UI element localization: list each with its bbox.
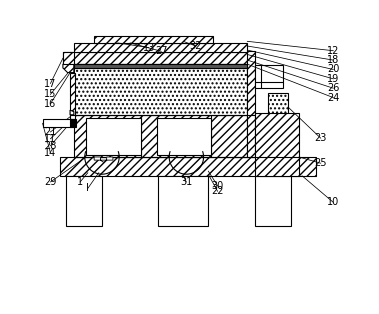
- Bar: [60, 157, 316, 176]
- Text: 22: 22: [211, 187, 224, 196]
- Text: 17: 17: [44, 78, 56, 89]
- Bar: [63, 52, 249, 64]
- Polygon shape: [70, 110, 74, 115]
- Text: 20: 20: [327, 64, 340, 74]
- Bar: [94, 36, 213, 43]
- Bar: [42, 119, 72, 127]
- Text: 19: 19: [327, 74, 340, 84]
- Text: 32: 32: [190, 41, 202, 51]
- Text: I: I: [86, 183, 89, 193]
- Bar: [86, 118, 141, 155]
- Bar: [70, 119, 76, 127]
- Text: 23: 23: [315, 133, 327, 143]
- Text: 21: 21: [44, 127, 56, 137]
- Text: 13: 13: [143, 43, 155, 52]
- Text: 14: 14: [44, 148, 56, 158]
- Text: 10: 10: [327, 197, 340, 207]
- Text: 11: 11: [44, 134, 56, 144]
- Bar: [158, 176, 208, 226]
- Text: 26: 26: [327, 83, 340, 93]
- Bar: [268, 93, 288, 121]
- Bar: [63, 52, 74, 64]
- Bar: [247, 51, 255, 157]
- Bar: [157, 118, 211, 155]
- Bar: [255, 176, 291, 226]
- Text: 29: 29: [44, 177, 56, 187]
- Text: 18: 18: [327, 55, 340, 65]
- Text: 16: 16: [44, 99, 56, 109]
- Bar: [255, 113, 299, 176]
- Bar: [74, 64, 247, 68]
- Bar: [255, 65, 283, 88]
- Text: 1: 1: [77, 177, 83, 187]
- Text: 15: 15: [44, 89, 56, 100]
- Text: 28: 28: [44, 141, 56, 151]
- Bar: [74, 43, 247, 52]
- Text: 27: 27: [155, 46, 168, 56]
- Bar: [70, 73, 75, 115]
- Bar: [74, 66, 247, 115]
- Text: 12: 12: [327, 46, 340, 56]
- Bar: [74, 115, 247, 157]
- Text: 24: 24: [327, 93, 340, 103]
- Polygon shape: [94, 157, 113, 162]
- Text: 25: 25: [315, 158, 327, 168]
- Text: 31: 31: [180, 177, 193, 187]
- Text: 30: 30: [211, 181, 224, 191]
- Bar: [70, 115, 75, 120]
- Polygon shape: [63, 64, 74, 73]
- Bar: [66, 176, 102, 226]
